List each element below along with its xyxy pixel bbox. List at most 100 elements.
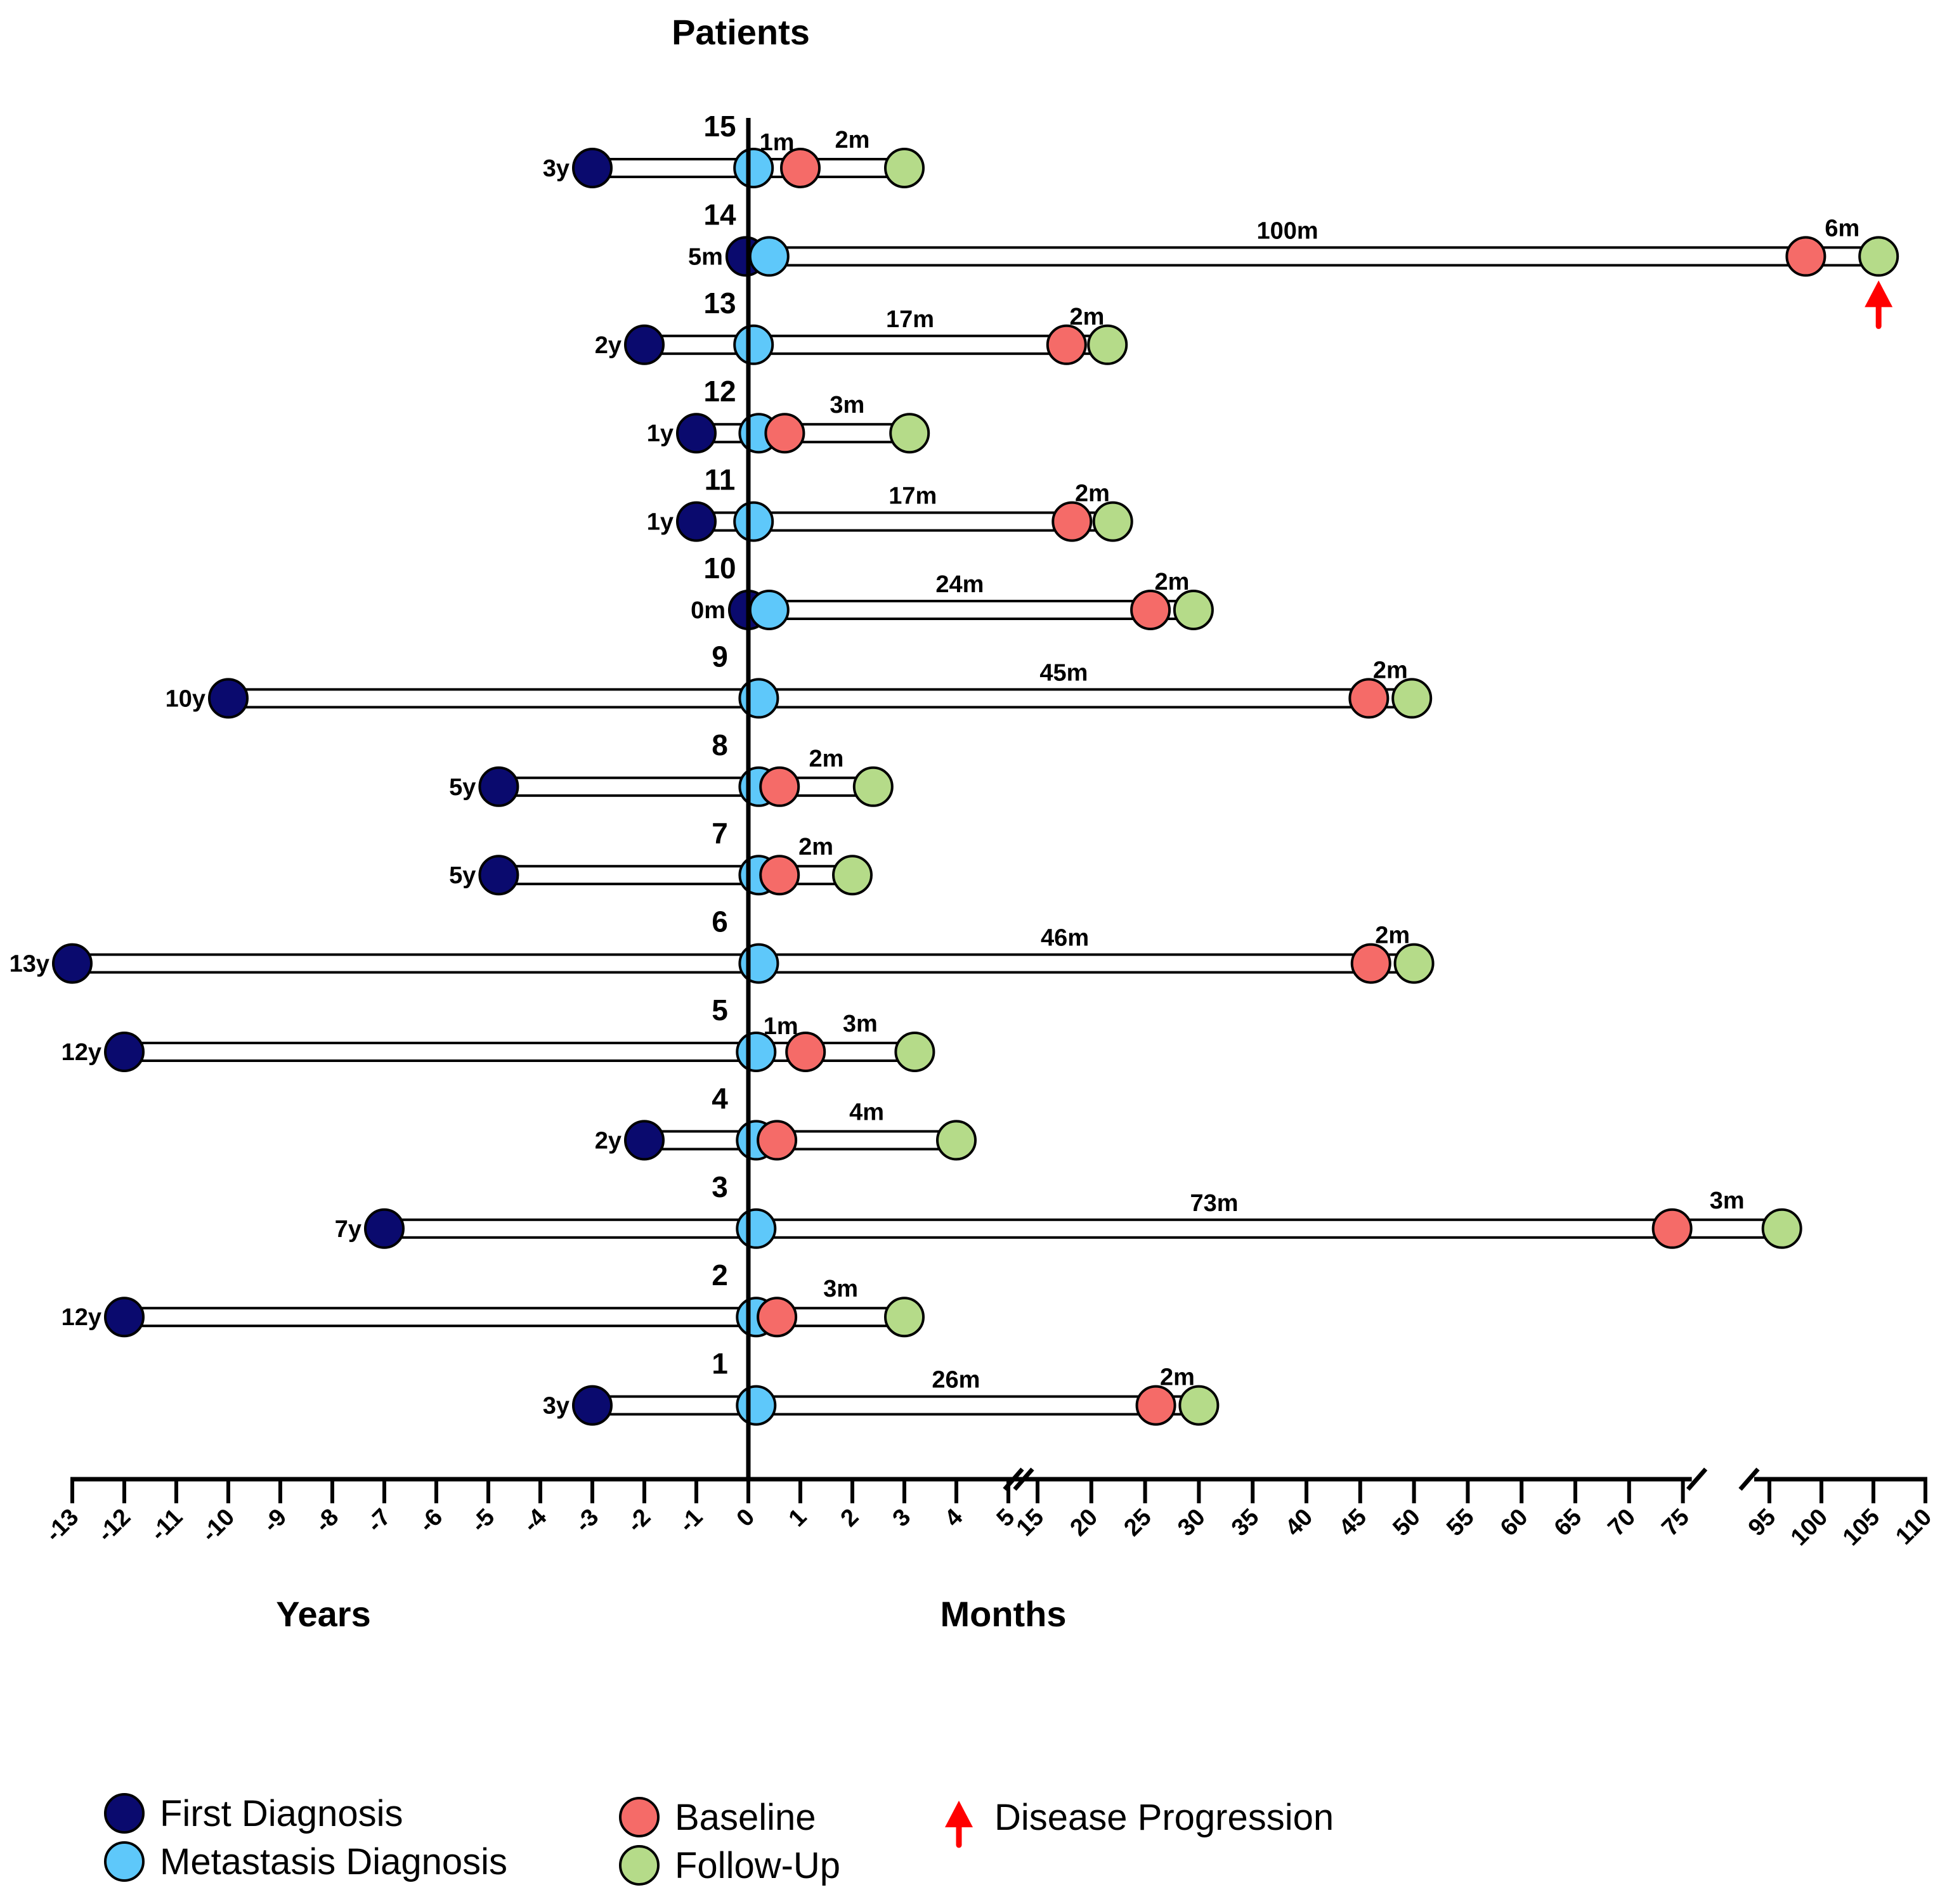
break-mark: [1013, 1467, 1034, 1491]
interval-label: 2m: [1155, 569, 1190, 595]
x-tick-label: 20: [1065, 1504, 1103, 1542]
patient-id: 9: [712, 640, 728, 673]
interval-label: 2m: [1160, 1364, 1195, 1391]
follow-up-marker: [852, 766, 894, 807]
legend-swatch: [619, 1797, 660, 1837]
metastasis-diagnosis-marker: [748, 590, 790, 630]
interval-label: 17m: [886, 306, 934, 333]
x-tick-label: 105: [1838, 1504, 1885, 1551]
x-tick-label: 60: [1495, 1504, 1533, 1542]
metastasis-diagnosis-marker: [738, 678, 779, 719]
follow-up-marker: [1092, 501, 1133, 542]
first-diagnosis-marker: [572, 1385, 613, 1426]
legend-item-metastasis-diagnosis: Metastasis Diagnosis: [104, 1841, 507, 1882]
legend-swatch: [104, 1841, 145, 1882]
x-tick-label: 30: [1173, 1504, 1211, 1542]
interval-label: 6m: [1825, 215, 1859, 242]
x-tick-label: 4: [940, 1504, 968, 1532]
first-diagnosis-label: 12y: [62, 1304, 101, 1331]
patient-bar: [643, 1130, 958, 1151]
patient-row-2: 2 12y 3m: [62, 1259, 925, 1338]
interval-label: 17m: [889, 483, 937, 510]
interval-label: 3m: [843, 1011, 878, 1037]
metastasis-diagnosis-marker: [736, 1208, 777, 1249]
first-diagnosis-marker: [624, 324, 665, 365]
first-diagnosis-label: 2y: [595, 1127, 622, 1154]
first-diagnosis-marker: [572, 148, 613, 188]
baseline-marker: [1350, 943, 1391, 984]
patient-id: 15: [703, 110, 736, 143]
patient-row-6: 6 13y 46m 2m: [10, 905, 1435, 984]
patient-bar: [123, 1042, 916, 1062]
follow-up-marker: [1391, 678, 1433, 719]
first-diagnosis-label: 13y: [10, 951, 49, 978]
x-tick-label: -7: [362, 1504, 396, 1538]
legend-label: Follow-Up: [675, 1845, 840, 1886]
patient-row-14: 14 5m 100m 6m: [688, 198, 1899, 329]
first-diagnosis-label: 5y: [449, 862, 476, 889]
legend-label: Disease Progression: [994, 1797, 1334, 1838]
patient-row-4: 4 2y 4m: [595, 1082, 977, 1161]
first-diagnosis-label: 3y: [543, 155, 570, 182]
follow-up-marker: [1087, 324, 1128, 365]
follow-up-marker: [1178, 1385, 1220, 1426]
interval-label: 26m: [932, 1367, 980, 1394]
first-diagnosis-marker: [104, 1297, 145, 1338]
x-tick-label: -9: [258, 1504, 292, 1538]
patient-id: 3: [712, 1170, 728, 1203]
x-tick-label: -1: [674, 1504, 708, 1538]
x-tick-label: -4: [518, 1504, 552, 1538]
first-diagnosis-marker: [676, 501, 717, 542]
first-diagnosis-marker: [478, 855, 519, 896]
baseline-marker: [785, 1032, 826, 1072]
patient-row-11: 11 1y 17m 2m: [647, 463, 1133, 542]
patient-bar: [227, 688, 1414, 709]
patient-id: 10: [703, 552, 736, 585]
x-tick-label: 45: [1334, 1504, 1372, 1542]
patient-row-13: 13 2y 17m 2m: [595, 287, 1128, 365]
x-tick-label: 70: [1603, 1504, 1641, 1542]
interval-label: 45m: [1039, 659, 1088, 686]
first-diagnosis-label: 2y: [595, 332, 622, 359]
patient-id: 1: [712, 1347, 728, 1380]
x-tick-label: -11: [145, 1504, 188, 1546]
first-diagnosis-marker: [208, 678, 249, 719]
interval-label: 100m: [1256, 217, 1318, 244]
x-tick-label: 110: [1891, 1504, 1937, 1550]
baseline-marker: [1348, 678, 1390, 719]
interval-label: 46m: [1041, 925, 1089, 952]
follow-up-marker: [1858, 236, 1899, 277]
interval-label: 3m: [830, 392, 864, 418]
x-axis-label-months: Months: [940, 1594, 1066, 1634]
baseline-marker: [1651, 1208, 1693, 1249]
x-tick-label: 25: [1119, 1504, 1157, 1542]
legend-label: Metastasis Diagnosis: [160, 1841, 507, 1882]
baseline-marker: [1135, 1385, 1176, 1426]
chart-title: Patients: [672, 12, 810, 52]
progression-arrow-head: [1865, 280, 1893, 308]
patient-bar: [497, 776, 875, 797]
first-diagnosis-marker: [676, 413, 717, 454]
interval-label: 3m: [823, 1276, 858, 1302]
legend-item-follow-up: Follow-Up: [619, 1845, 840, 1886]
legend-item-progression: Disease Progression: [945, 1797, 1334, 1848]
legend-label: First Diagnosis: [160, 1793, 403, 1834]
patient-row-9: 9 10y 45m 2m: [166, 640, 1433, 719]
x-tick-label: -12: [93, 1504, 136, 1548]
interval-label: 2m: [1070, 304, 1105, 330]
first-diagnosis-label: 0m: [691, 597, 726, 624]
interval-label: 2m: [1373, 657, 1408, 683]
x-tick-label: -6: [414, 1504, 448, 1538]
interval-label: 2m: [798, 834, 833, 860]
x-tick-label: 95: [1743, 1504, 1781, 1542]
legend: First Diagnosis Metastasis Diagnosis Basel…: [104, 1793, 1334, 1886]
interval-label: 2m: [835, 127, 870, 153]
x-tick-label: -3: [570, 1504, 604, 1538]
metastasis-diagnosis-marker: [736, 1032, 777, 1072]
patient-row-5: 5 12y 1m 3m: [62, 994, 935, 1072]
x-tick-label: 65: [1549, 1504, 1587, 1542]
first-diagnosis-marker: [104, 1032, 145, 1072]
legend-item-first-diagnosis: First Diagnosis: [104, 1793, 403, 1834]
